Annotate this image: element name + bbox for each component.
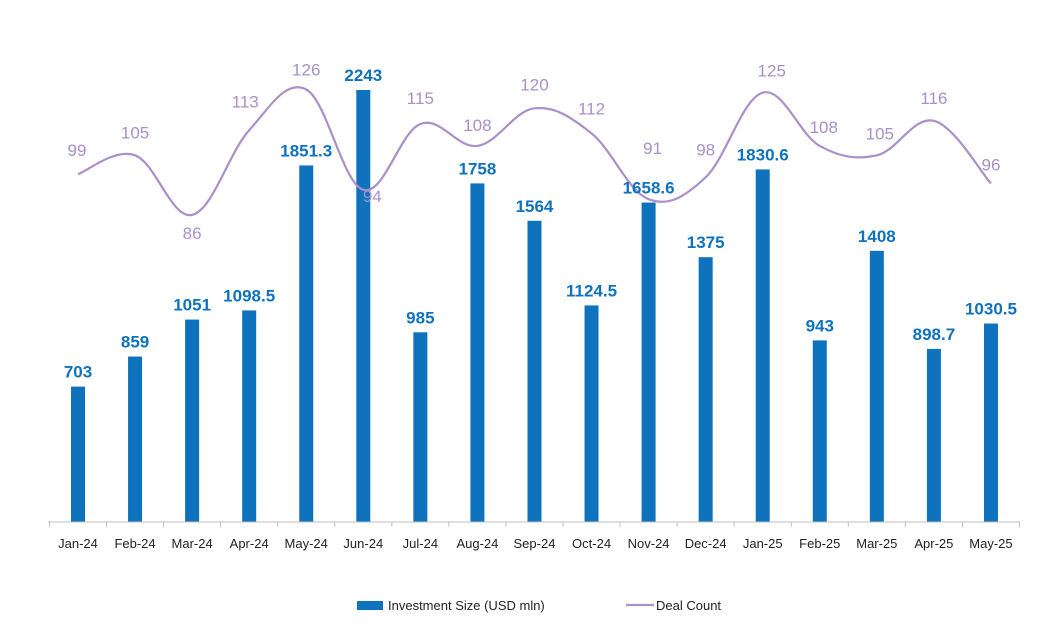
bar-data-label: 1851.3: [280, 141, 332, 160]
x-tick-label: Feb-24: [114, 536, 155, 551]
line-data-label: 96: [981, 156, 1000, 175]
line-layer: [77, 86, 992, 216]
bar-data-label: 898.7: [913, 325, 956, 344]
line-data-label: 126: [292, 61, 320, 80]
x-tick-label: Apr-25: [914, 536, 953, 551]
bar-jul-24: [413, 332, 428, 522]
legend: Investment Size (USD mln) Deal Count: [357, 598, 721, 613]
bar-data-label: 703: [64, 363, 92, 382]
x-axis: Jan-24 Feb-24 Mar-24 Apr-24 May-24 Jun-24 Jul-…: [48, 521, 1020, 551]
line-data-label: 86: [183, 224, 202, 243]
bar-data-label: 1658.6: [623, 179, 675, 198]
bar-dec-24: [698, 257, 713, 522]
line-data-label: 98: [696, 140, 715, 159]
bar-data-label: 1098.5: [223, 286, 275, 305]
line-data-label: 112: [578, 99, 605, 118]
bar-data-label: 1030.5: [965, 300, 1017, 319]
bar-data-label: 859: [121, 333, 149, 352]
line-data-label: 105: [121, 123, 149, 142]
bar-mar-24: [185, 319, 200, 522]
x-tick-label: Mar-24: [172, 536, 213, 551]
line-data-label: 115: [407, 89, 434, 108]
bar-oct-24: [584, 305, 599, 522]
bar-data-label: 943: [806, 316, 834, 335]
bar-data-label: 1124.5: [566, 281, 617, 300]
deal-count-line: [77, 86, 992, 216]
legend-label-investment: Investment Size (USD mln): [388, 598, 545, 613]
x-tick-label: Mar-25: [856, 536, 897, 551]
line-data-label: 108: [810, 118, 838, 137]
bars-layer: [71, 90, 998, 523]
bar-data-label: 1051: [173, 296, 211, 315]
line-data-label: 113: [232, 92, 259, 111]
line-data-label: 108: [463, 116, 491, 135]
x-tick-label: Oct-24: [572, 536, 611, 551]
x-tick-label: Apr-24: [230, 536, 269, 551]
bar-labels-layer: 703 859 1051 1098.5 1851.3 2243 985 1758 1564 112…: [64, 66, 1017, 382]
bar-feb-24: [128, 356, 143, 522]
bar-may-24: [299, 165, 314, 522]
bar-jan-25: [755, 169, 770, 522]
bar-sep-24: [527, 220, 542, 522]
x-tick-label: Nov-24: [628, 536, 670, 551]
x-tick-label: May-24: [285, 536, 328, 551]
x-tick-label: Dec-24: [685, 536, 727, 551]
bar-jun-24: [356, 90, 371, 522]
line-data-label: 116: [920, 89, 947, 108]
legend-label-deal-count: Deal Count: [656, 598, 721, 613]
bar-apr-25: [926, 348, 941, 522]
bar-data-label: 2243: [344, 66, 382, 85]
bar-data-label: 1564: [516, 197, 554, 216]
bar-feb-25: [812, 340, 827, 522]
x-tick-label: Feb-25: [799, 536, 840, 551]
x-tick-label: Jun-24: [343, 536, 383, 551]
bar-apr-24: [242, 310, 257, 522]
bar-data-label: 1830.6: [737, 145, 789, 164]
x-tick-label: Jul-24: [403, 536, 438, 551]
bar-data-label: 1375: [687, 233, 725, 252]
bar-jan-24: [71, 386, 85, 522]
x-tick-label: Jan-24: [58, 536, 98, 551]
line-data-label: 120: [520, 75, 548, 94]
line-data-label: 91: [643, 139, 662, 158]
x-tick-label: Jan-25: [743, 536, 783, 551]
x-tick-label: Aug-24: [456, 536, 498, 551]
line-labels-layer: 99 105 86 113 126 94 115 108 120 112 91 98 125 108 105…: [68, 61, 1001, 243]
bar-data-label: 1408: [858, 227, 896, 246]
line-data-label: 105: [866, 124, 894, 143]
line-data-label: 99: [68, 141, 87, 160]
x-tick-label: Sep-24: [514, 536, 556, 551]
bar-mar-25: [869, 250, 884, 522]
line-data-label: 125: [758, 62, 786, 81]
bar-data-label: 1758: [459, 159, 497, 178]
bar-data-label: 985: [406, 308, 434, 327]
bar-aug-24: [470, 183, 485, 522]
bar-may-25: [983, 323, 998, 522]
x-tick-label: May-25: [969, 536, 1012, 551]
bar-nov-24: [641, 202, 656, 523]
line-data-label: 94: [363, 187, 382, 206]
legend-swatch-investment: [357, 601, 383, 610]
